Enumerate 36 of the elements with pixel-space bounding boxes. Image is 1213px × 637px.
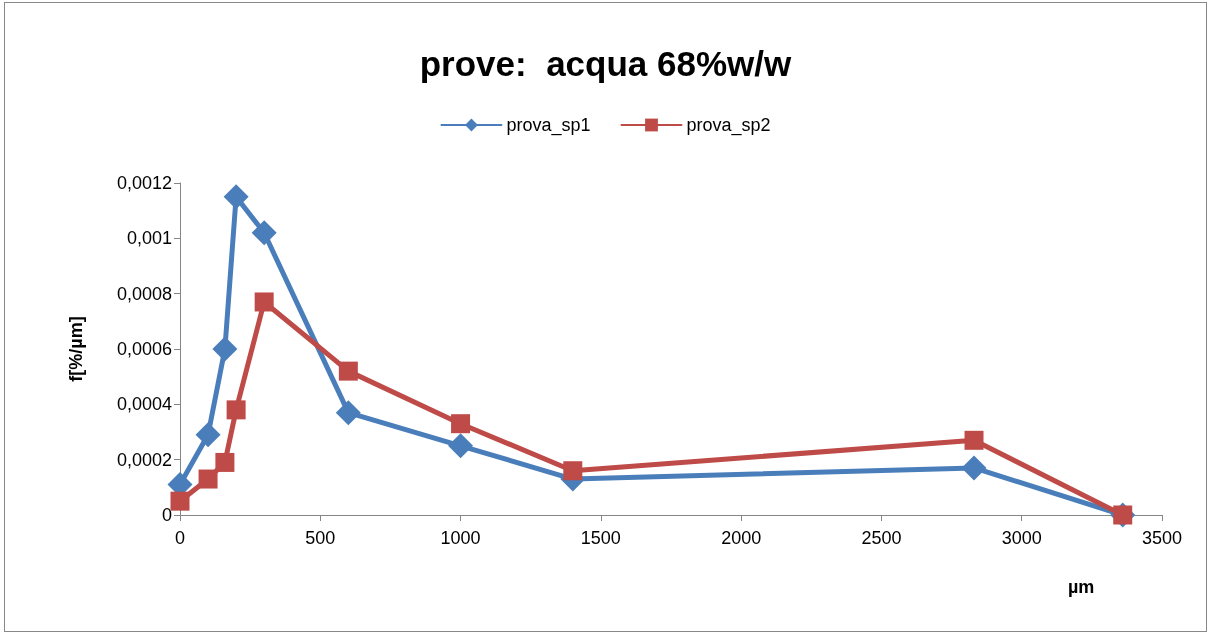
point <box>964 430 984 450</box>
point <box>961 455 987 481</box>
x-axis-title: µm <box>1068 577 1095 597</box>
x-tick-label: 500 <box>305 528 336 548</box>
point <box>254 292 274 312</box>
y-tick-label: 0,0004 <box>116 394 172 415</box>
legend-label: prova_sp1 <box>506 115 591 136</box>
x-tick-label: 2500 <box>861 528 902 548</box>
y-tick-label: 0 <box>161 505 172 525</box>
y-tick-label: 0,0012 <box>116 173 172 193</box>
point <box>338 361 358 381</box>
x-tick-label: 0 <box>174 528 186 548</box>
point <box>226 400 246 420</box>
point <box>195 422 221 448</box>
y-axis-title: f[%/µm] <box>66 316 86 382</box>
y-tick-label: 0,001 <box>126 228 172 249</box>
x-tick-label: 2000 <box>721 528 762 548</box>
point <box>251 220 277 246</box>
point <box>335 400 361 426</box>
y-tick-label: 0,0006 <box>116 339 172 359</box>
x-tick-label: 3500 <box>1141 528 1183 548</box>
y-tick-label: 0,0002 <box>116 449 172 470</box>
chart-title: prove: acqua 68%w/w <box>419 44 793 83</box>
point <box>170 491 190 511</box>
point <box>563 461 583 481</box>
point <box>198 469 218 489</box>
legend-label: prova_sp2 <box>686 115 771 136</box>
point <box>212 336 238 362</box>
y-tick-label: 0,0008 <box>116 283 172 304</box>
point <box>451 414 471 434</box>
point <box>448 433 474 459</box>
x-tick-label: 3000 <box>1001 528 1042 548</box>
point <box>215 452 235 472</box>
x-tick-label: 1000 <box>440 528 481 548</box>
x-tick-label: 1500 <box>580 528 621 548</box>
point <box>223 184 249 210</box>
